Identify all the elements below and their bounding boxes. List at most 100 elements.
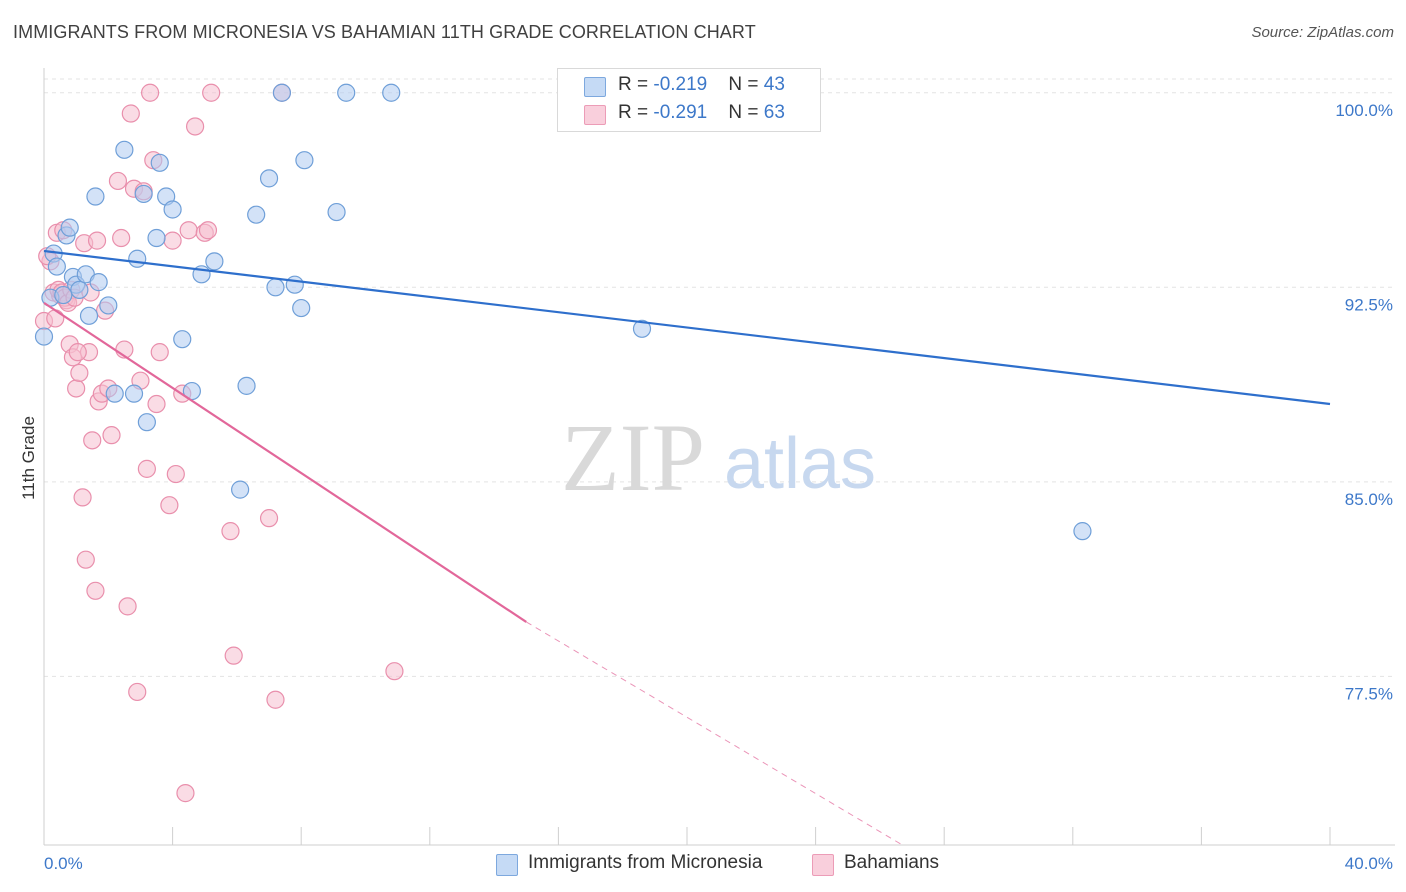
micronesia-point [285, 275, 304, 294]
micronesia-point [150, 153, 169, 172]
bahamian-point [87, 231, 107, 250]
micronesia-point [1073, 522, 1092, 541]
y-tick-label: 85.0% [1345, 490, 1393, 509]
micronesia-point [60, 218, 79, 237]
chart-title: IMMIGRANTS FROM MICRONESIA VS BAHAMIAN 1… [13, 22, 756, 42]
legend-label-micronesia: Immigrants from Micronesia [528, 852, 763, 873]
bahamian-point [259, 509, 279, 528]
legend-n-value: 63 [763, 102, 785, 123]
y-tick-label: 92.5% [1345, 295, 1393, 314]
micronesia-point [105, 384, 124, 403]
bahamian-point [266, 690, 285, 709]
micronesia-point [134, 184, 153, 204]
micronesia-point [292, 298, 311, 318]
micronesia-point [337, 83, 356, 102]
bahamian-point [128, 682, 147, 702]
bahamian-point [73, 488, 92, 507]
bahamian-point [186, 117, 205, 136]
bahamian-point [121, 104, 140, 123]
micronesia-point [128, 249, 147, 268]
legend-swatch-blue [584, 77, 606, 97]
bahamian-point [176, 784, 195, 803]
legend-n-value: 43 [763, 74, 785, 95]
legend-n-label: N = [728, 102, 764, 123]
bahamian-point [86, 581, 105, 600]
micronesia-point [34, 327, 54, 346]
bahamian-point [68, 343, 87, 362]
legend-label-bahamians: Bahamians [844, 852, 940, 873]
x-tick-label-min: 0.0% [44, 854, 83, 873]
legend-n-label: N = [728, 74, 764, 95]
legend-r-value: -0.219 [653, 74, 708, 95]
y-axis-label: 11th Grade [19, 416, 38, 500]
bahamian-point [112, 228, 131, 248]
micronesia-trendline [43, 249, 1331, 406]
bahamian-point [140, 83, 160, 102]
micronesia-point [147, 228, 166, 248]
bahamian-point [202, 83, 221, 102]
watermark-atlas: atlas [724, 424, 876, 504]
axis-layer [43, 68, 1395, 846]
micronesia-point [266, 278, 285, 297]
micronesia-point [137, 413, 156, 432]
points-layer [34, 83, 1092, 803]
bahamian-point [198, 221, 218, 240]
micronesia-point [47, 257, 66, 276]
micronesia-point [79, 306, 99, 325]
bahamian-point [150, 343, 169, 362]
bahamian-point [83, 431, 102, 450]
correlation-legend: R = -0.219 N = 43 R = -0.291 N = 63 [557, 68, 821, 132]
micronesia-point [382, 83, 401, 102]
bahamian-point [166, 464, 185, 484]
watermark-zip: ZIP [561, 404, 705, 511]
y-tick-label: 77.5% [1345, 684, 1393, 703]
micronesia-point [259, 169, 279, 188]
micronesia-point [99, 296, 118, 315]
bahamian-point [179, 221, 198, 240]
bahamian-point [70, 363, 89, 382]
micronesia-point [205, 252, 224, 271]
legend-r-label: R = [618, 102, 654, 123]
y-tick-label: 100.0% [1335, 101, 1393, 120]
bahamian-point [385, 662, 404, 681]
bahamian-trendline-extension [525, 621, 903, 846]
bahamian-point [221, 522, 240, 541]
bahamian-point [224, 646, 243, 665]
legend-r-label: R = [618, 74, 654, 95]
bahamian-point [67, 379, 86, 398]
micronesia-point [247, 205, 266, 224]
bahamian-point [163, 231, 182, 250]
trend-layer [43, 249, 1331, 846]
micronesia-point [237, 376, 256, 395]
bahamian-trendline [43, 301, 527, 623]
swatch-pink [812, 854, 834, 876]
bahamian-point [118, 597, 137, 616]
micronesia-point [70, 280, 89, 299]
bahamian-point [46, 309, 65, 328]
micronesia-point [327, 202, 346, 222]
micronesia-point [272, 83, 292, 102]
micronesia-point [231, 480, 250, 499]
bahamian-point [137, 459, 156, 478]
micronesia-point [115, 140, 134, 159]
x-tick-label-max: 40.0% [1345, 854, 1393, 873]
micronesia-point [632, 319, 652, 338]
micronesia-point [173, 330, 192, 349]
bahamian-point [102, 426, 121, 445]
legend-swatch-pink [584, 105, 606, 125]
micronesia-point [295, 151, 314, 170]
tick-labels: 77.5% 85.0% 92.5% 100.0% 0.0% 40.0% [44, 101, 1393, 873]
swatch-blue [496, 854, 518, 876]
bahamian-point [108, 171, 128, 191]
chart-source: Source: ZipAtlas.com [1251, 24, 1394, 41]
micronesia-point [86, 187, 105, 206]
bahamian-point [160, 496, 179, 515]
micronesia-point [89, 273, 108, 292]
micronesia-point [163, 200, 182, 219]
legend-r-value: -0.291 [653, 102, 708, 123]
bahamian-point [147, 394, 166, 414]
watermark: ZIP atlas [561, 404, 876, 511]
bahamian-point [76, 550, 95, 569]
micronesia-point [54, 285, 73, 305]
